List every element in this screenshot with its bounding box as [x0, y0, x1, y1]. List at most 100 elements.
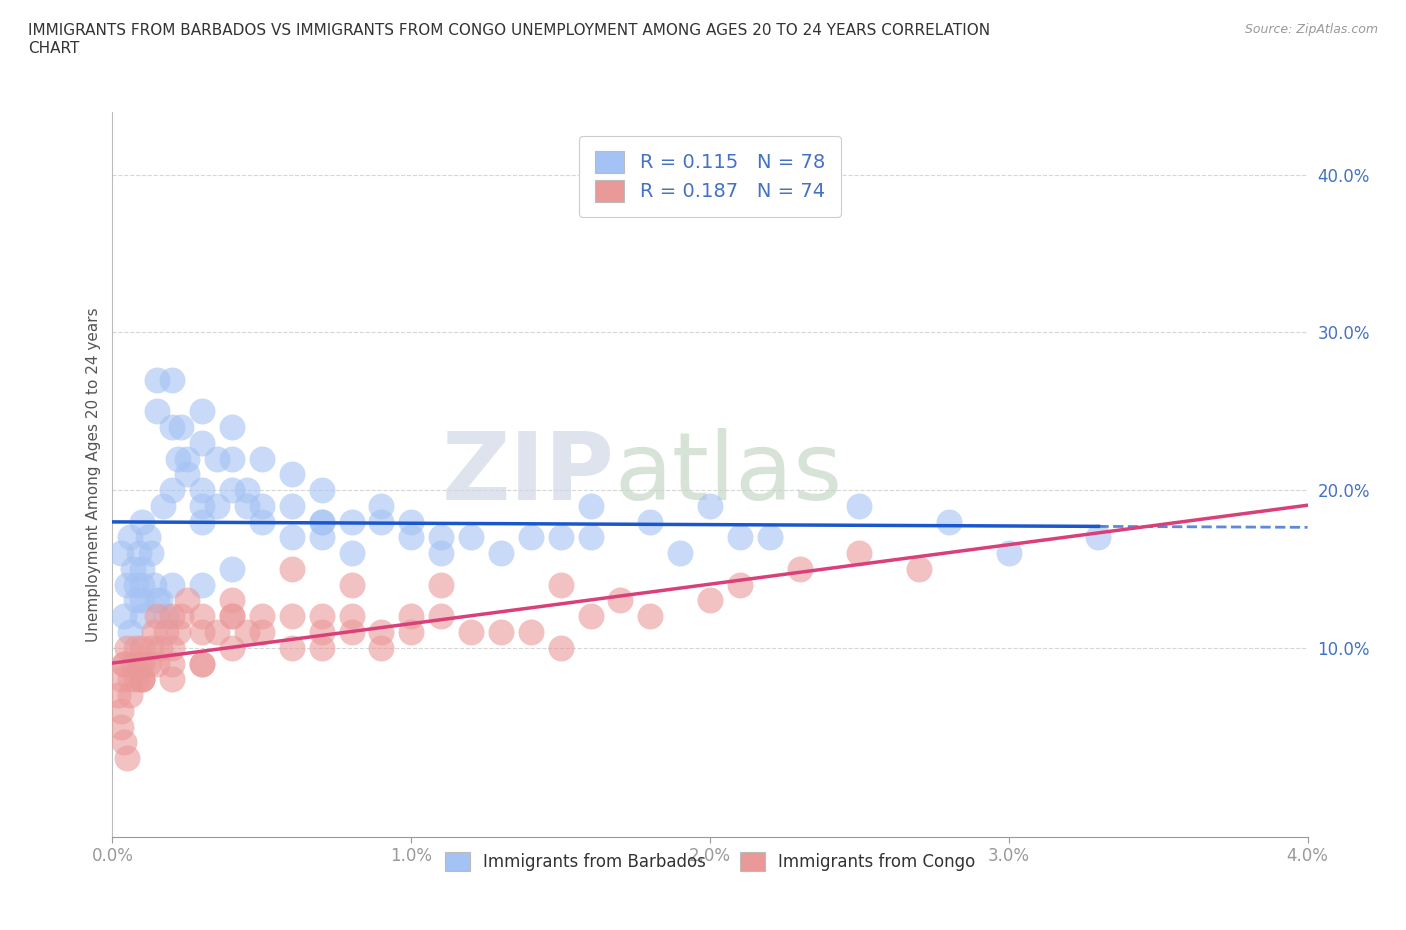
Point	[759, 530, 782, 545]
Point	[489, 625, 512, 640]
Point	[848, 498, 870, 513]
Point	[236, 483, 259, 498]
Point	[128, 546, 150, 561]
Point	[125, 641, 148, 656]
Point	[669, 546, 692, 561]
Point	[191, 625, 214, 640]
Point	[125, 578, 148, 592]
Point	[170, 609, 193, 624]
Point	[281, 641, 304, 656]
Point	[699, 593, 721, 608]
Point	[489, 546, 512, 561]
Point	[205, 451, 228, 466]
Point	[146, 593, 169, 608]
Point	[191, 578, 214, 592]
Point	[340, 514, 363, 529]
Point	[138, 656, 160, 671]
Point	[131, 671, 153, 686]
Point	[250, 514, 273, 529]
Point	[609, 593, 631, 608]
Point	[579, 609, 602, 624]
Point	[848, 546, 870, 561]
Point	[340, 625, 363, 640]
Point	[370, 498, 392, 513]
Point	[640, 514, 662, 529]
Point	[340, 609, 363, 624]
Point	[430, 609, 453, 624]
Point	[311, 514, 333, 529]
Point	[191, 609, 214, 624]
Point	[550, 578, 572, 592]
Point	[170, 419, 193, 434]
Point	[143, 625, 166, 640]
Point	[162, 609, 183, 624]
Point	[146, 656, 169, 671]
Point	[311, 609, 333, 624]
Point	[122, 562, 145, 577]
Point	[162, 372, 183, 387]
Point	[149, 593, 172, 608]
Point	[125, 593, 148, 608]
Point	[138, 530, 160, 545]
Point	[176, 593, 198, 608]
Point	[221, 609, 243, 624]
Point	[998, 546, 1021, 561]
Text: atlas: atlas	[614, 429, 842, 520]
Point	[117, 641, 139, 656]
Point	[250, 609, 273, 624]
Point	[141, 546, 163, 561]
Point	[176, 467, 198, 482]
Text: ZIP: ZIP	[441, 429, 614, 520]
Point	[221, 419, 243, 434]
Point	[236, 625, 259, 640]
Point	[191, 656, 214, 671]
Point	[340, 578, 363, 592]
Point	[460, 530, 482, 545]
Point	[370, 641, 392, 656]
Point	[728, 530, 751, 545]
Point	[699, 498, 721, 513]
Point	[131, 656, 153, 671]
Point	[146, 372, 169, 387]
Point	[281, 467, 304, 482]
Point	[221, 451, 243, 466]
Point	[640, 609, 662, 624]
Point	[221, 562, 243, 577]
Point	[128, 656, 150, 671]
Point	[117, 578, 139, 592]
Point	[205, 498, 228, 513]
Point	[401, 514, 423, 529]
Point	[167, 625, 190, 640]
Point	[908, 562, 931, 577]
Point	[281, 530, 304, 545]
Point	[311, 514, 333, 529]
Point	[311, 530, 333, 545]
Text: IMMIGRANTS FROM BARBADOS VS IMMIGRANTS FROM CONGO UNEMPLOYMENT AMONG AGES 20 TO : IMMIGRANTS FROM BARBADOS VS IMMIGRANTS F…	[28, 23, 990, 56]
Point	[550, 641, 572, 656]
Point	[579, 498, 602, 513]
Point	[107, 687, 129, 702]
Point	[520, 625, 543, 640]
Point	[191, 435, 214, 450]
Point	[430, 546, 453, 561]
Point	[146, 404, 169, 418]
Point	[340, 546, 363, 561]
Point	[162, 671, 183, 686]
Point	[131, 671, 153, 686]
Legend: Immigrants from Barbados, Immigrants from Congo: Immigrants from Barbados, Immigrants fro…	[437, 844, 983, 880]
Point	[311, 483, 333, 498]
Point	[167, 451, 190, 466]
Point	[370, 514, 392, 529]
Point	[401, 530, 423, 545]
Point	[789, 562, 811, 577]
Point	[281, 562, 304, 577]
Point	[114, 656, 135, 671]
Point	[191, 404, 214, 418]
Point	[110, 671, 132, 686]
Point	[155, 625, 177, 640]
Point	[550, 530, 572, 545]
Point	[141, 641, 163, 656]
Point	[131, 562, 153, 577]
Point	[221, 593, 243, 608]
Point	[176, 451, 198, 466]
